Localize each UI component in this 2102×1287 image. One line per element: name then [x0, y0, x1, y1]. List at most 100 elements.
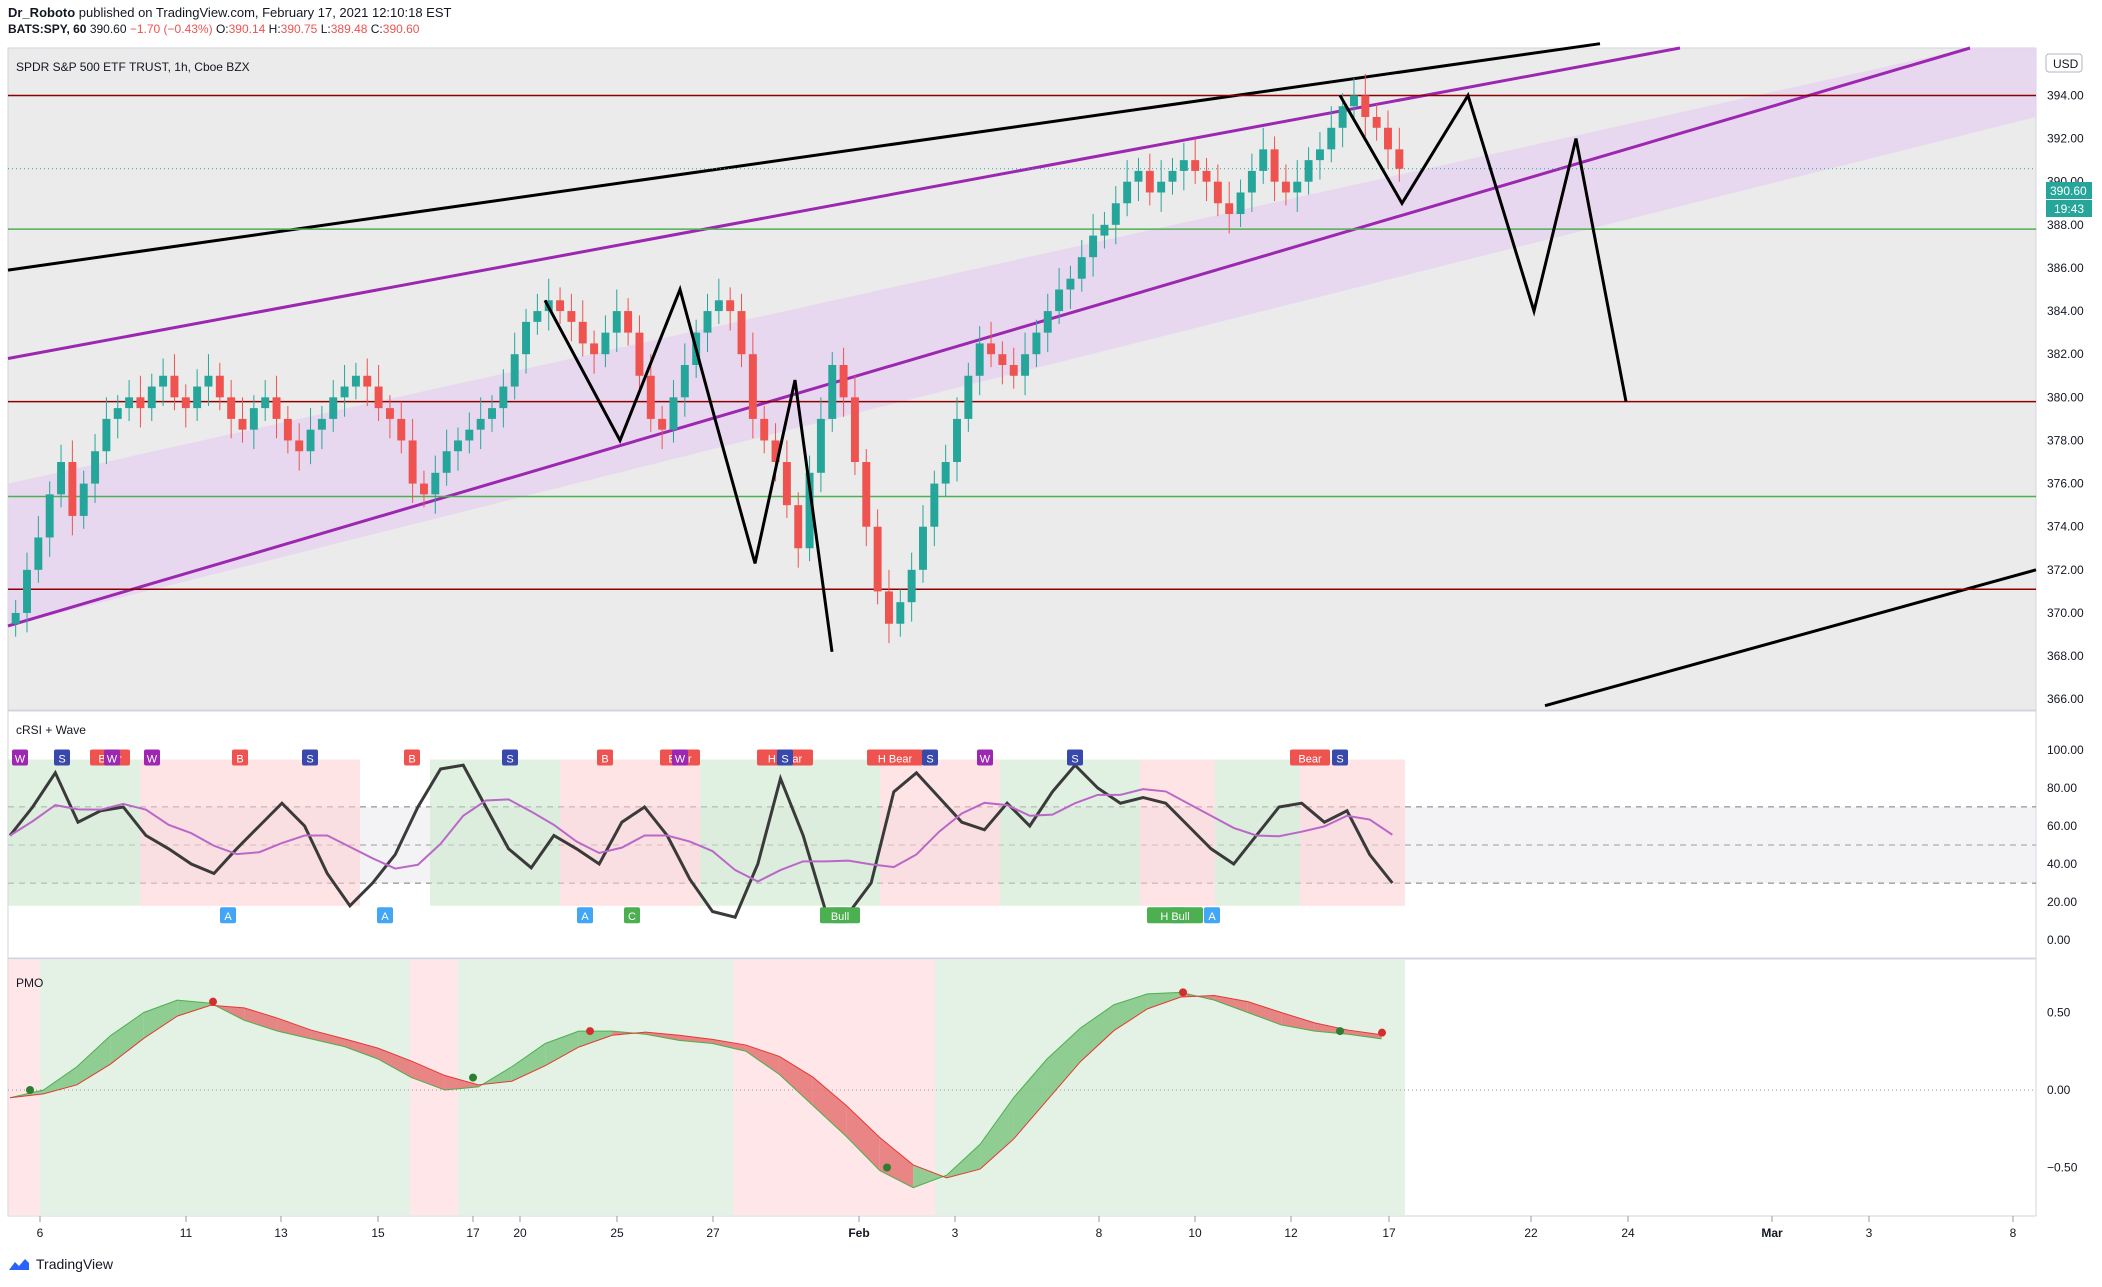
- crsi-signal-label: S: [506, 754, 513, 766]
- pmo-cross-dot: [1378, 1028, 1386, 1037]
- crsi-signal-label: W: [147, 754, 158, 766]
- pmo-fill-segment: [1080, 1004, 1114, 1062]
- x-tick-label: 8: [1096, 1226, 1103, 1240]
- candle-body: [91, 451, 100, 484]
- crsi-region-0: [8, 759, 140, 906]
- main-y-tick: 366.00: [2047, 692, 2084, 706]
- candle-body: [658, 418, 667, 430]
- candle-body: [1236, 192, 1245, 215]
- pmo-fill-segment: [812, 1077, 847, 1137]
- candle-body: [204, 375, 213, 387]
- candle-body: [873, 526, 882, 592]
- candle-body: [272, 397, 281, 419]
- x-tick-label: 25: [610, 1226, 624, 1240]
- crsi-signal-badge: [1332, 749, 1348, 766]
- candle-body: [1395, 149, 1404, 169]
- candle-body: [476, 418, 485, 430]
- wedge-lower-line: [1544, 568, 2037, 708]
- candle-body: [737, 311, 746, 355]
- main-y-tick: 392.00: [2047, 132, 2084, 146]
- candle-body: [1032, 332, 1041, 355]
- author-name[interactable]: Dr_Roboto: [8, 5, 76, 20]
- pmo-fill-segment: [745, 1045, 780, 1075]
- x-tick-label: 3: [952, 1226, 959, 1240]
- crsi-signal-label: H Bear: [878, 754, 913, 766]
- candle-body: [261, 397, 270, 409]
- crsi-region-5: [880, 759, 1000, 906]
- candle-body: [351, 375, 360, 387]
- candle-body: [1213, 181, 1222, 204]
- tradingview-logo-icon: [9, 1259, 29, 1270]
- crsi-signal-label: Bear: [1298, 754, 1322, 766]
- crsi-signal-badge: [577, 907, 593, 924]
- candle-body: [714, 300, 723, 312]
- pmo-cross-dot: [1336, 1027, 1344, 1036]
- low-value: 389.48: [330, 22, 368, 36]
- tradingview-footer[interactable]: TradingView: [8, 1256, 113, 1272]
- candle-body: [465, 429, 474, 441]
- price-change: −1.70 (−0.43%): [129, 22, 213, 36]
- crsi-region-7: [1140, 759, 1215, 906]
- pmo-fill-segment: [244, 1007, 278, 1032]
- crsi-signal-badge: [597, 749, 613, 766]
- candle-body: [363, 375, 372, 387]
- candle-body: [317, 418, 326, 430]
- candle-body: [159, 375, 168, 387]
- pmo-fill-segment: [76, 1035, 111, 1085]
- countdown-tag: 19:43: [2054, 202, 2084, 216]
- crsi-signal-badge: [977, 749, 993, 766]
- crsi-signal-label: B: [601, 754, 608, 766]
- crsi-signal-label: B: [236, 754, 243, 766]
- x-tick-label: 17: [466, 1226, 480, 1240]
- pmo-fill-segment: [344, 1038, 378, 1059]
- candle-body: [635, 332, 644, 376]
- pmo-fill-segment: [980, 1097, 1014, 1170]
- chart-header: Dr_Roboto published on TradingView.com, …: [8, 4, 451, 38]
- candle-body: [329, 397, 338, 419]
- historical-pattern-line: [543, 284, 834, 652]
- x-tick-label: 27: [706, 1226, 720, 1240]
- crsi-signal-label: S: [58, 754, 65, 766]
- candle-body: [1021, 354, 1030, 376]
- candle-body: [374, 386, 383, 409]
- candle-body: [1247, 170, 1256, 193]
- pmo-fill-segment: [1214, 995, 1248, 1013]
- candle-body: [1202, 170, 1211, 182]
- candle-body: [760, 418, 769, 441]
- x-tick-label: 24: [1621, 1226, 1635, 1240]
- pmo-fill-segment: [879, 1137, 914, 1188]
- candle-body: [794, 505, 803, 549]
- candle-body: [1349, 95, 1358, 107]
- candle-body: [419, 483, 428, 495]
- main-pane-title: SPDR S&P 500 ETF TRUST, 1h, Cboe BZX: [16, 60, 250, 74]
- candle-body: [1270, 149, 1279, 182]
- pmo-cross-dot: [1179, 988, 1187, 997]
- crsi-y-tick: 100.00: [2047, 743, 2084, 757]
- candle-body: [215, 375, 224, 398]
- crsi-signal-badge: [220, 907, 236, 924]
- x-tick-label: 20: [513, 1226, 527, 1240]
- candle-body: [624, 311, 633, 333]
- projected-path-line: [1338, 91, 1628, 402]
- crsi-signal-label: S: [1336, 754, 1343, 766]
- currency-badge[interactable]: USD: [2053, 57, 2079, 71]
- candle-body: [442, 451, 451, 473]
- tradingview-label: TradingView: [36, 1256, 114, 1272]
- candle-body: [567, 311, 576, 322]
- candle-body: [454, 440, 462, 452]
- low-label: L:: [320, 22, 331, 36]
- candle-body: [102, 418, 111, 452]
- crsi-signal-label: W: [675, 754, 686, 766]
- pmo-cross-dot: [209, 997, 217, 1006]
- candle-body: [340, 386, 349, 398]
- candle-body: [1066, 278, 1075, 290]
- crsi-y-tick: 0.00: [2047, 933, 2071, 947]
- crsi-signal-badge: [777, 749, 793, 766]
- crsi-signal-label: B: [408, 754, 415, 766]
- candle-body: [828, 364, 837, 419]
- candle-body: [578, 321, 587, 344]
- crsi-signal-label: C: [628, 911, 636, 923]
- pmo-fill-segment: [110, 1012, 144, 1065]
- x-tick-label: Mar: [1761, 1226, 1783, 1240]
